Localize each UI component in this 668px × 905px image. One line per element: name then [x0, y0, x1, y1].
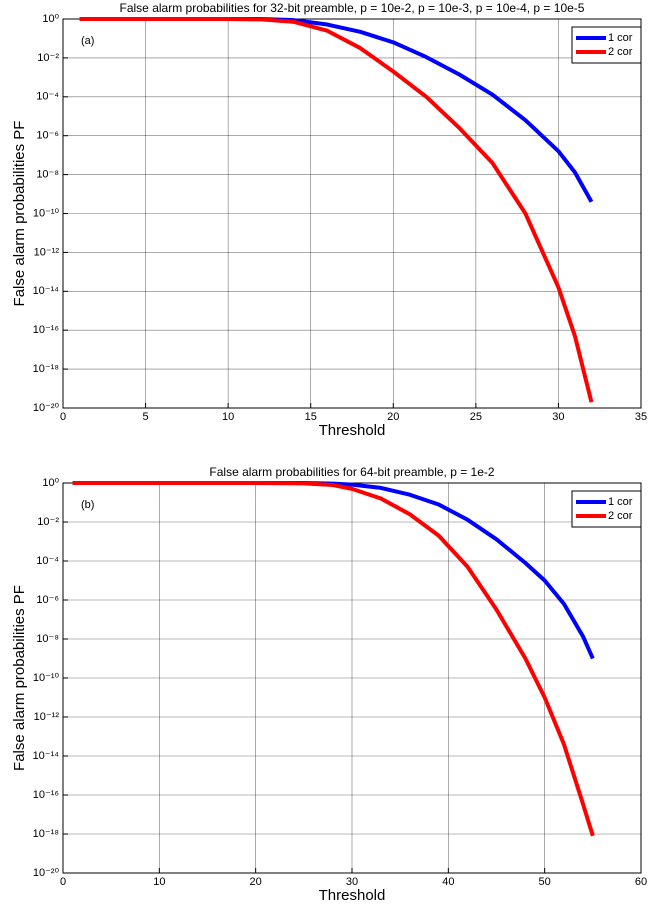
x-tick-label: 30	[346, 876, 358, 888]
y-tick-label: 10⁻¹⁶	[33, 324, 59, 336]
x-tick-label: 25	[470, 411, 482, 423]
legend-box	[571, 26, 642, 64]
y-tick-label: 10⁻¹⁶	[33, 789, 59, 801]
y-tick-label: 10⁻²⁰	[33, 867, 60, 879]
y-tick-label: 10⁻²	[37, 52, 59, 64]
data-line	[79, 17, 594, 403]
y-tick-label: 10⁻⁸	[36, 169, 59, 181]
y-tick-label: 10⁻¹²	[34, 711, 60, 723]
legend-label: 1 cor	[608, 496, 633, 508]
x-tick-label: 20	[387, 411, 399, 423]
y-tick-label: 10⁻⁶	[36, 130, 59, 142]
data-line	[72, 481, 595, 660]
y-tick-label: 10⁻²⁰	[33, 402, 60, 414]
y-tick-label: 10⁻¹⁸	[33, 363, 59, 375]
y-axis-label: False alarm probabilities PF	[11, 585, 28, 771]
x-tick-label: 0	[60, 876, 66, 888]
plot-frame	[62, 18, 642, 409]
x-axis-label: Threshold	[319, 887, 386, 904]
y-tick-label: 10⁻⁶	[36, 594, 59, 606]
x-tick-label: 30	[552, 411, 564, 423]
y-tick-label: 10⁰	[42, 13, 59, 25]
x-tick-label: 40	[442, 876, 454, 888]
legend-label: 2 cor	[608, 46, 633, 58]
y-tick-label: 10⁻¹⁴	[33, 750, 60, 762]
x-tick-label: 20	[250, 876, 262, 888]
x-tick-label: 0	[60, 411, 66, 423]
y-tick-label: 10⁻¹⁰	[33, 207, 60, 219]
x-axis-label: Threshold	[319, 422, 386, 439]
y-tick-label: 10⁻⁴	[36, 555, 59, 567]
y-tick-label: 10⁻¹⁸	[33, 828, 59, 840]
x-tick-label: 15	[305, 411, 317, 423]
y-tick-label: 10⁻¹²	[34, 246, 60, 258]
x-tick-label: 5	[143, 411, 149, 423]
legend-label: 1 cor	[608, 32, 633, 44]
y-tick-label: 10⁻¹⁴	[33, 285, 60, 297]
y-tick-label: 10⁰	[42, 477, 59, 489]
y-axis-label: False alarm probabilities PF	[11, 121, 28, 307]
legend-box	[571, 490, 642, 528]
x-tick-label: 60	[635, 876, 647, 888]
x-tick-label: 50	[539, 876, 551, 888]
y-tick-label: 10⁻²	[37, 516, 59, 528]
y-tick-label: 10⁻¹⁰	[33, 672, 60, 684]
x-tick-label: 35	[635, 411, 647, 423]
chart-title: False alarm probabilities for 32-bit pre…	[120, 1, 585, 15]
y-tick-label: 10⁻⁴	[36, 91, 59, 103]
annotation: (b)	[81, 499, 94, 511]
annotation: (a)	[81, 35, 94, 47]
x-tick-label: 10	[153, 876, 165, 888]
data-line	[72, 481, 595, 837]
y-tick-label: 10⁻⁸	[36, 633, 59, 645]
chart-title: False alarm probabilities for 64-bit pre…	[209, 465, 494, 479]
x-tick-label: 10	[222, 411, 234, 423]
legend-label: 2 cor	[608, 510, 633, 522]
